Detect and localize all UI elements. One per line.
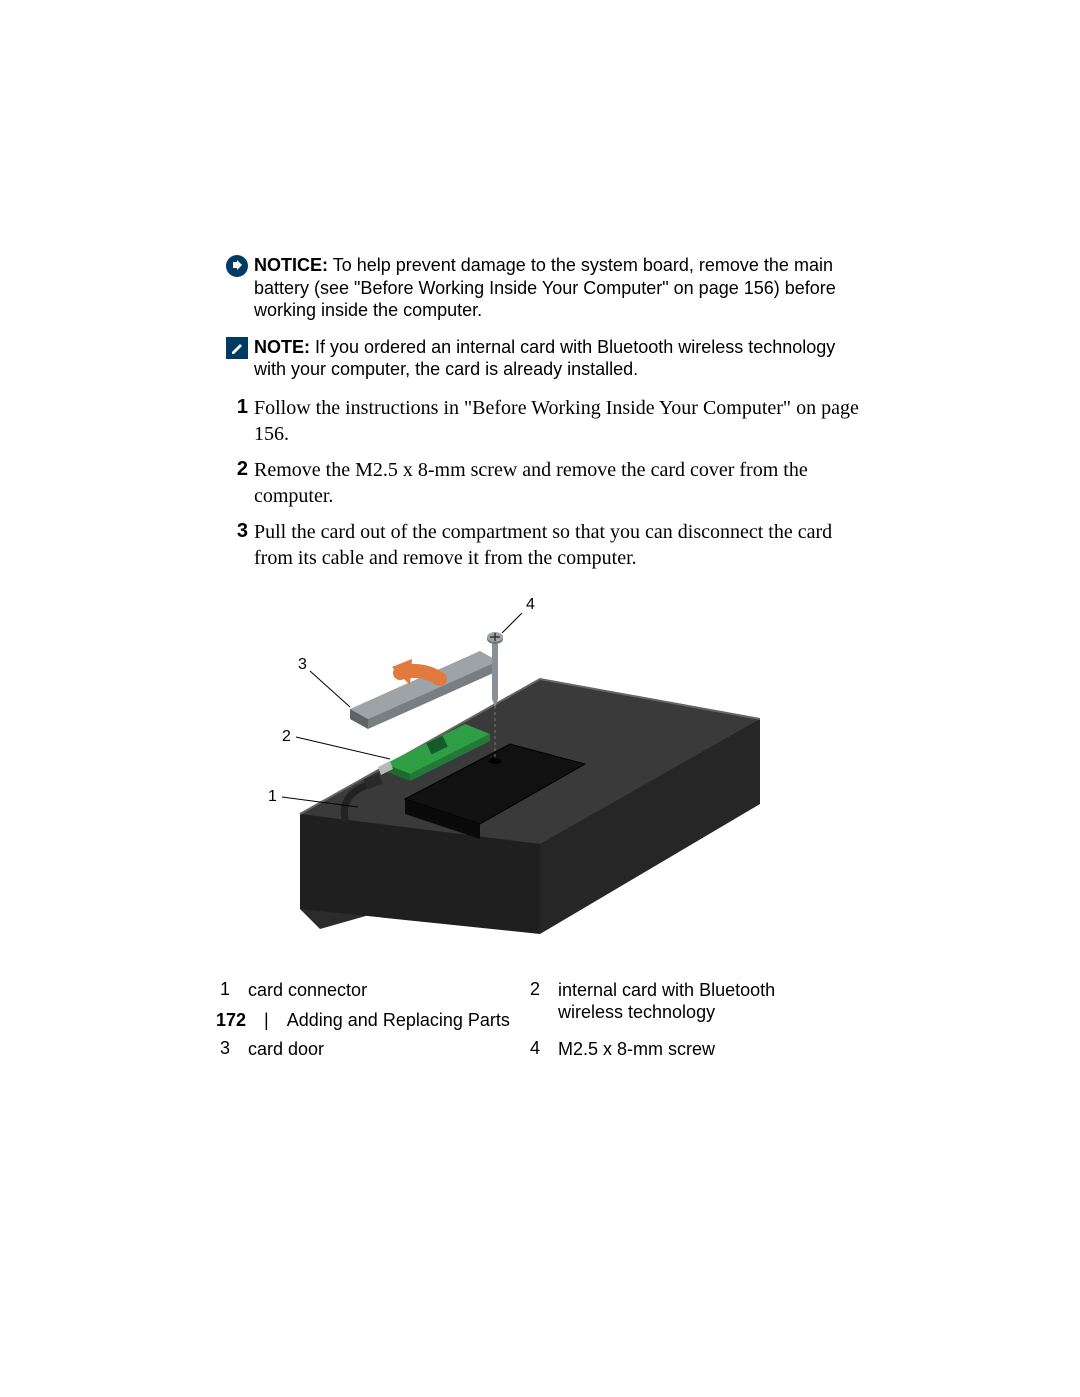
step-text: Remove the M2.5 x 8-mm screw and remove … <box>248 457 860 509</box>
notice-label: NOTICE: <box>254 255 328 275</box>
legend-label: M2.5 x 8-mm screw <box>558 1038 840 1061</box>
callout-3: 3 <box>298 656 307 673</box>
step-item: Pull the card out of the compartment so … <box>220 519 860 571</box>
step-item: Follow the instructions in "Before Worki… <box>220 395 860 447</box>
step-list: Follow the instructions in "Before Worki… <box>220 395 860 571</box>
section-title: Adding and Replacing Parts <box>287 1010 510 1031</box>
note-body: If you ordered an internal card with Blu… <box>254 337 835 380</box>
step-item: Remove the M2.5 x 8-mm screw and remove … <box>220 457 860 509</box>
legend-row: 3 card door 4 M2.5 x 8-mm screw <box>220 1038 840 1061</box>
legend-num: 3 <box>220 1038 248 1061</box>
page-footer: 172 | Adding and Replacing Parts <box>216 1010 510 1031</box>
legend-num: 2 <box>530 979 558 1024</box>
legend-num: 4 <box>530 1038 558 1061</box>
callout-4: 4 <box>526 596 535 613</box>
callout-1: 1 <box>268 788 277 805</box>
page-number: 172 <box>216 1010 246 1031</box>
note-pencil-icon <box>226 337 248 359</box>
note-text: NOTE: If you ordered an internal card wi… <box>248 336 860 381</box>
step-text: Follow the instructions in "Before Worki… <box>248 395 860 447</box>
legend-label: card door <box>248 1038 530 1061</box>
notice-body: To help prevent damage to the system boa… <box>254 255 836 320</box>
note-block: NOTE: If you ordered an internal card wi… <box>220 336 860 381</box>
callout-2: 2 <box>282 728 291 745</box>
content-area: NOTICE: To help prevent damage to the sy… <box>220 254 860 1074</box>
note-label: NOTE: <box>254 337 310 357</box>
exploded-diagram: 4 3 2 1 <box>240 589 800 949</box>
footer-separator: | <box>264 1010 269 1031</box>
notice-arrow-icon <box>226 255 248 277</box>
step-text: Pull the card out of the compartment so … <box>248 519 860 571</box>
manual-page: NOTICE: To help prevent damage to the sy… <box>0 0 1080 1397</box>
legend-label: internal card with Bluetooth wireless te… <box>558 979 840 1024</box>
notice-block: NOTICE: To help prevent damage to the sy… <box>220 254 860 322</box>
notice-text: NOTICE: To help prevent damage to the sy… <box>248 254 860 322</box>
